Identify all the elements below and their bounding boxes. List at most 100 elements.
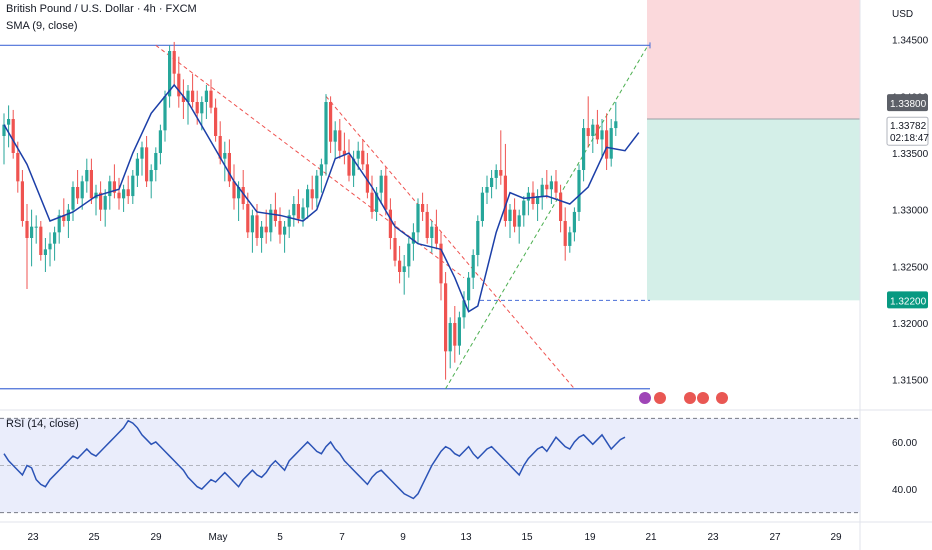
candle-body[interactable] [540,184,544,197]
candle-body[interactable] [269,209,273,233]
candle-body[interactable] [292,204,296,216]
candle-body[interactable] [80,181,84,199]
candle-body[interactable] [393,238,397,261]
candle-body[interactable] [430,226,434,238]
candle-body[interactable] [471,255,475,278]
candle-body[interactable] [30,226,34,238]
flash-event-icon[interactable] [639,392,651,404]
candle-body[interactable] [517,215,521,227]
candle-body[interactable] [48,243,52,250]
downtrend-channel-line[interactable] [155,44,465,279]
candle-body[interactable] [513,209,517,227]
candle-body[interactable] [554,181,558,193]
rsi-line[interactable] [3,419,626,500]
candle-body[interactable] [126,189,130,197]
candle-body[interactable] [264,226,268,233]
candle-body[interactable] [370,192,374,212]
candle-body[interactable] [333,130,337,142]
candle-body[interactable] [384,175,388,210]
candle-body[interactable] [177,73,181,97]
candle-body[interactable] [421,204,425,212]
candle-body[interactable] [444,283,448,352]
symbol-title[interactable]: British Pound / U.S. Dollar · 4h · FXCM [6,3,197,15]
candle-body[interactable] [16,153,20,182]
candle-body[interactable] [66,209,70,221]
candle-body[interactable] [361,150,365,165]
candle-body[interactable] [591,124,595,136]
candle-body[interactable] [181,96,185,102]
candle-body[interactable] [324,102,328,165]
candle-body[interactable] [2,124,6,136]
candle-body[interactable] [112,181,116,193]
candle-body[interactable] [172,51,176,74]
candle-body[interactable] [531,192,535,204]
candle-body[interactable] [338,130,342,151]
us-flag-event-icon[interactable] [654,392,666,404]
candle-body[interactable] [117,192,121,199]
us-flag-event-icon[interactable] [716,392,728,404]
candle-body[interactable] [306,189,310,208]
candle-body[interactable] [609,128,613,159]
candle-body[interactable] [494,170,498,178]
candle-body[interactable] [135,158,139,176]
sma-indicator-title[interactable]: SMA (9, close) [6,20,78,32]
candle-body[interactable] [200,102,204,114]
uptrend-line[interactable] [445,45,649,389]
candle-body[interactable] [71,187,75,210]
candle-body[interactable] [145,147,149,182]
candle-body[interactable] [352,158,356,176]
candle-body[interactable] [232,181,236,199]
candle-body[interactable] [416,204,420,233]
candle-body[interactable] [425,211,429,238]
loss-zone[interactable] [647,0,860,119]
candle-body[interactable] [186,90,190,102]
candle-body[interactable] [209,90,213,108]
candle-body[interactable] [255,215,259,238]
candle-body[interactable] [503,175,507,221]
candle-body[interactable] [287,215,291,227]
candle-body[interactable] [448,323,452,352]
profit-zone[interactable] [647,119,860,301]
candle-body[interactable] [375,192,379,212]
candle-body[interactable] [439,243,443,284]
candle-body[interactable] [526,192,530,201]
candle-body[interactable] [260,226,264,238]
candle-body[interactable] [7,119,11,125]
candle-body[interactable] [89,170,93,199]
candle-body[interactable] [568,232,572,246]
candle-body[interactable] [342,150,346,156]
candle-body[interactable] [388,209,392,238]
rsi-indicator-title[interactable]: RSI (14, close) [6,418,79,430]
candle-body[interactable] [508,209,512,221]
candle-body[interactable] [283,226,287,235]
candle-body[interactable] [434,226,438,244]
candle-body[interactable] [329,102,333,142]
candle-body[interactable] [365,164,369,193]
candle-body[interactable] [195,102,199,114]
candle-body[interactable] [250,215,254,233]
candle-body[interactable] [545,184,549,190]
candle-body[interactable] [140,147,144,159]
candle-body[interactable] [191,90,195,102]
candle-body[interactable] [168,51,172,97]
candle-body[interactable] [347,155,351,176]
candle-body[interactable] [154,153,158,170]
candle-body[interactable] [149,170,153,182]
candle-body[interactable] [577,170,581,212]
candle-body[interactable] [411,232,415,244]
candle-body[interactable] [301,207,305,219]
candle-body[interactable] [402,266,406,272]
candle-body[interactable] [356,150,360,159]
candle-body[interactable] [462,300,466,318]
candle-body[interactable] [34,226,38,228]
candle-body[interactable] [586,128,590,136]
candle-body[interactable] [39,226,43,255]
candle-body[interactable] [600,130,604,140]
candle-body[interactable] [241,187,245,204]
candle-body[interactable] [499,170,503,176]
candle-body[interactable] [379,175,383,193]
candle-body[interactable] [223,153,227,159]
candle-body[interactable] [85,170,89,182]
candle-body[interactable] [296,204,300,219]
candle-body[interactable] [227,153,231,182]
